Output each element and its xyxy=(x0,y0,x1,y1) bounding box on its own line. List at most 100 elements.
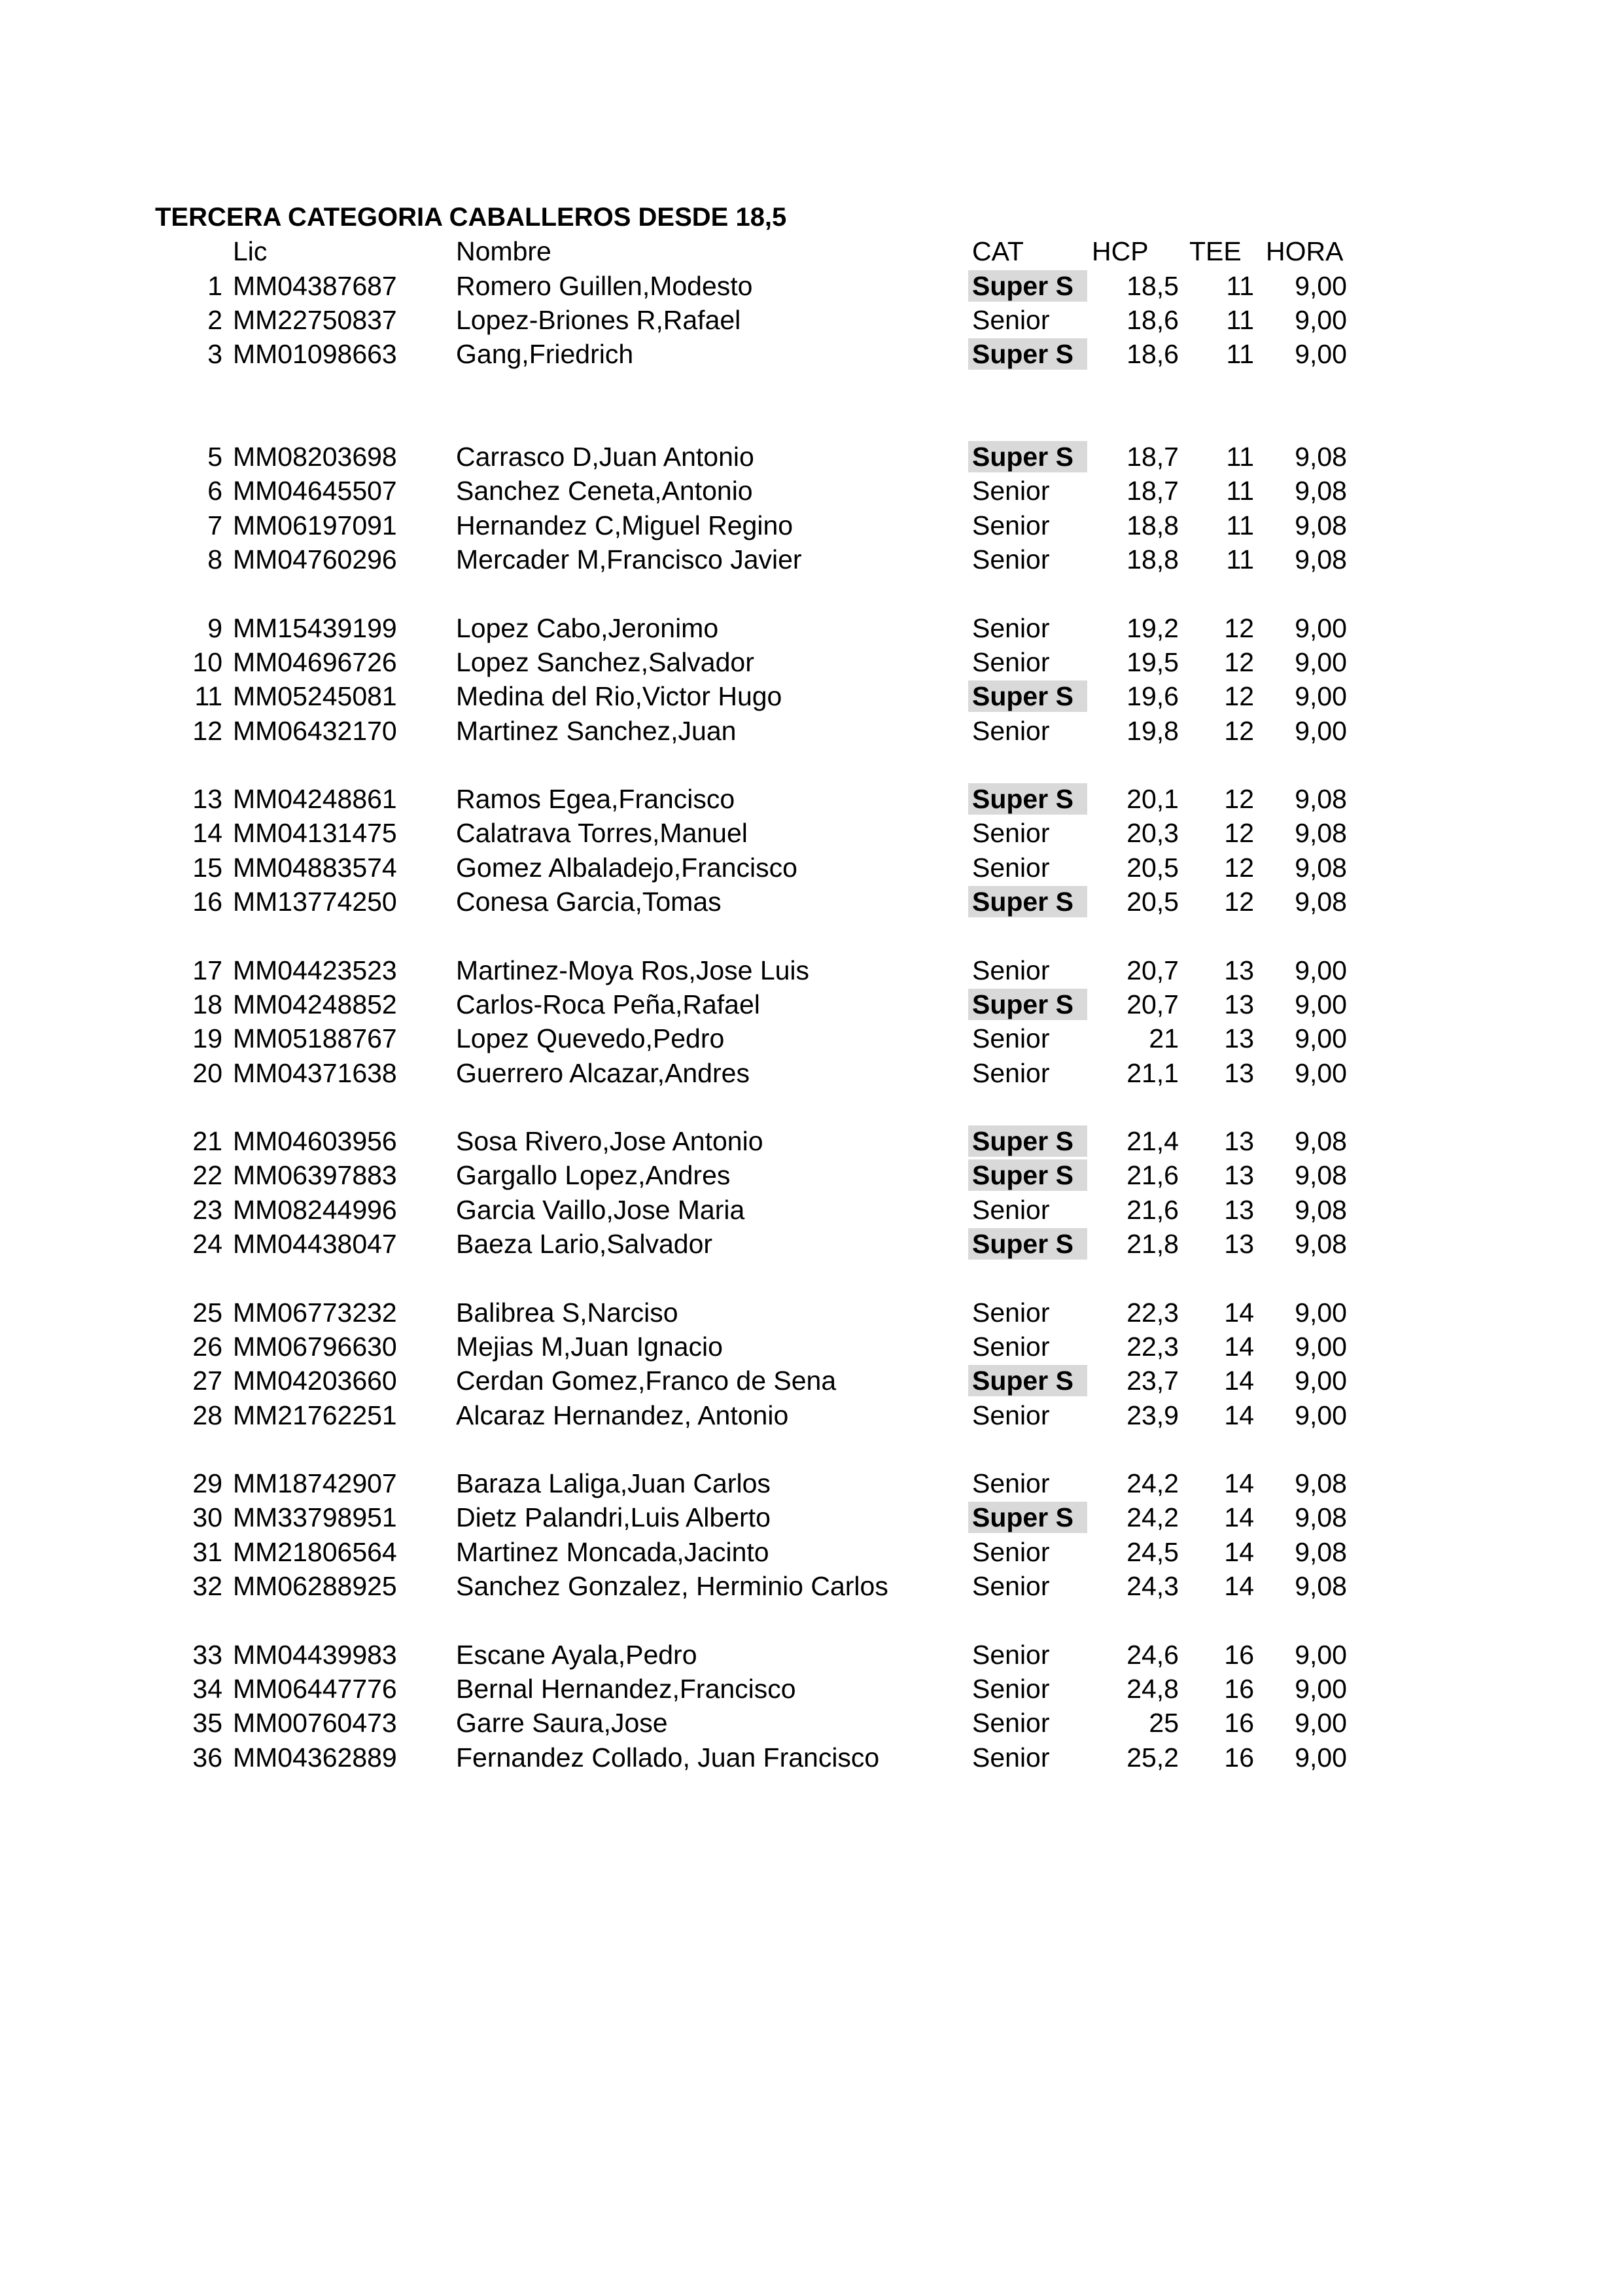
handicap: 19,8 xyxy=(1126,715,1179,746)
row-number: 23 xyxy=(192,1194,222,1225)
player-name: Dietz Palandri,Luis Alberto xyxy=(456,1502,771,1533)
player-name: Balibrea S,Narciso xyxy=(456,1297,678,1328)
player-name: Mercader M,Francisco Javier xyxy=(456,544,802,574)
license-number: MM08203698 xyxy=(233,442,397,472)
category-cell: Senior xyxy=(972,1536,1050,1567)
player-name: Martinez Moncada,Jacinto xyxy=(456,1536,769,1567)
handicap: 18,7 xyxy=(1126,442,1179,472)
category-cell: Senior xyxy=(972,510,1050,540)
handicap: 21,8 xyxy=(1126,1229,1179,1259)
handicap: 20,5 xyxy=(1126,887,1179,917)
handicap: 21,1 xyxy=(1126,1057,1179,1088)
row-number: 32 xyxy=(192,1571,222,1601)
row-number: 17 xyxy=(192,955,222,985)
tee-time: 9,00 xyxy=(1295,1297,1347,1328)
handicap: 20,3 xyxy=(1126,818,1179,849)
tee: 14 xyxy=(1224,1571,1254,1601)
row-number: 12 xyxy=(192,715,222,746)
tee-time: 9,08 xyxy=(1295,1468,1347,1499)
license-number: MM04760296 xyxy=(233,544,397,574)
category-cell: Senior xyxy=(972,544,1050,574)
tee: 11 xyxy=(1226,476,1254,506)
tee-time: 9,08 xyxy=(1295,1502,1347,1533)
tee-time: 9,00 xyxy=(1295,1057,1347,1088)
license-number: MM08244996 xyxy=(233,1194,397,1225)
tee: 16 xyxy=(1224,1673,1254,1704)
category-cell: Senior xyxy=(972,1297,1050,1328)
tee: 16 xyxy=(1224,1742,1254,1773)
tee: 14 xyxy=(1224,1400,1254,1430)
category-cell: Super S xyxy=(968,338,1087,370)
tee-time: 9,00 xyxy=(1295,1742,1347,1773)
category-cell: Senior xyxy=(972,955,1050,985)
player-name: Baraza Laliga,Juan Carlos xyxy=(456,1468,771,1499)
row-number: 25 xyxy=(192,1297,222,1328)
tee-time: 9,08 xyxy=(1295,887,1347,917)
handicap: 21 xyxy=(1149,1023,1179,1054)
tee: 11 xyxy=(1226,510,1254,540)
license-number: MM04439983 xyxy=(233,1639,397,1670)
player-name: Sanchez Ceneta,Antonio xyxy=(456,476,753,506)
handicap: 18,6 xyxy=(1126,339,1179,370)
player-name: Bernal Hernandez,Francisco xyxy=(456,1673,796,1704)
tee-time: 9,08 xyxy=(1295,1126,1347,1157)
tee: 12 xyxy=(1224,784,1254,815)
tee-time: 9,08 xyxy=(1295,818,1347,849)
tee-time: 9,00 xyxy=(1295,304,1347,335)
row-number: 33 xyxy=(192,1639,222,1670)
category-cell: Super S xyxy=(968,988,1087,1020)
header-tee: TEE xyxy=(1189,236,1242,266)
license-number: MM06796630 xyxy=(233,1331,397,1362)
player-name: Calatrava Torres,Manuel xyxy=(456,818,748,849)
player-name: Lopez Quevedo,Pedro xyxy=(456,1023,725,1054)
tee-time: 9,00 xyxy=(1295,1673,1347,1704)
category-cell: Super S xyxy=(968,1502,1087,1534)
category-cell: Senior xyxy=(972,1742,1050,1773)
tee-time: 9,08 xyxy=(1295,1160,1347,1191)
license-number: MM04423523 xyxy=(233,955,397,985)
license-number: MM04131475 xyxy=(233,818,397,849)
row-number: 1 xyxy=(207,270,222,301)
category-cell: Super S xyxy=(968,270,1087,302)
player-name: Cerdan Gomez,Franco de Sena xyxy=(456,1366,837,1396)
tee-time: 9,08 xyxy=(1295,784,1347,815)
player-name: Martinez-Moya Ros,Jose Luis xyxy=(456,955,810,985)
license-number: MM05245081 xyxy=(233,681,397,712)
license-number: MM06447776 xyxy=(233,1673,397,1704)
tee: 16 xyxy=(1224,1639,1254,1670)
tee-time: 9,00 xyxy=(1295,646,1347,677)
tee-time: 9,00 xyxy=(1295,1639,1347,1670)
category-cell: Senior xyxy=(972,1400,1050,1430)
category-cell: Senior xyxy=(972,1331,1050,1362)
tee-time: 9,00 xyxy=(1295,989,1347,1019)
player-name: Escane Ayala,Pedro xyxy=(456,1639,697,1670)
tee: 12 xyxy=(1224,715,1254,746)
tee: 13 xyxy=(1224,1023,1254,1054)
row-number: 3 xyxy=(207,339,222,370)
license-number: MM04438047 xyxy=(233,1229,397,1259)
category-cell: Senior xyxy=(972,476,1050,506)
row-number: 13 xyxy=(192,784,222,815)
tee-time: 9,08 xyxy=(1295,442,1347,472)
row-number: 6 xyxy=(207,476,222,506)
category-cell: Super S xyxy=(968,886,1087,917)
row-number: 22 xyxy=(192,1160,222,1191)
category-cell: Super S xyxy=(968,1125,1087,1157)
tee: 12 xyxy=(1224,852,1254,883)
license-number: MM06773232 xyxy=(233,1297,397,1328)
row-number: 24 xyxy=(192,1229,222,1259)
tee-time: 9,00 xyxy=(1295,339,1347,370)
category-cell: Senior xyxy=(972,1194,1050,1225)
handicap: 25,2 xyxy=(1126,1742,1179,1773)
tee: 13 xyxy=(1224,989,1254,1019)
row-number: 30 xyxy=(192,1502,222,1533)
tee-time: 9,08 xyxy=(1295,1229,1347,1259)
category-cell: Super S xyxy=(968,783,1087,815)
tee-time: 9,08 xyxy=(1295,1536,1347,1567)
handicap: 19,2 xyxy=(1126,612,1179,643)
row-number: 34 xyxy=(192,1673,222,1704)
handicap: 24,2 xyxy=(1126,1468,1179,1499)
handicap: 18,6 xyxy=(1126,304,1179,335)
player-name: Conesa Garcia,Tomas xyxy=(456,887,722,917)
player-name: Gang,Friedrich xyxy=(456,339,634,370)
